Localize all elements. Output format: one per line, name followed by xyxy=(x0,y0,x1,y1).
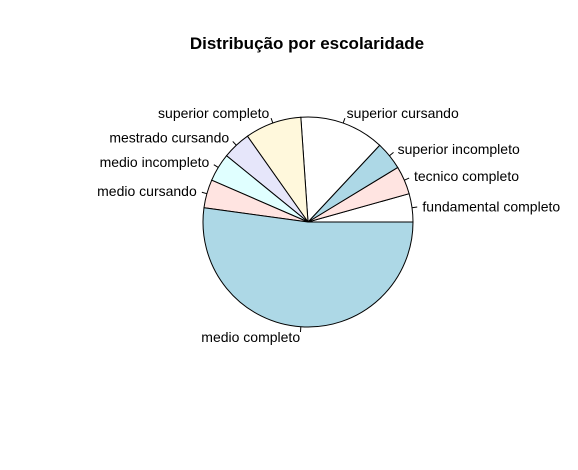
pie-label-tecnico-completo: tecnico completo xyxy=(414,168,519,184)
pie-label-fundamental-completo: fundamental completo xyxy=(422,198,560,214)
pie-tick-medio-cursando xyxy=(202,192,207,193)
pie-tick-superior-completo xyxy=(271,118,273,123)
pie-slices xyxy=(203,117,413,327)
pie-label-superior-incompleto: superior incompleto xyxy=(398,141,520,157)
pie-label-medio-incompleto: medio incompleto xyxy=(100,154,210,170)
pie-slice-medio-completo xyxy=(203,208,413,327)
pie-label-superior-cursando: superior cursando xyxy=(347,105,459,121)
pie-tick-superior-incompleto xyxy=(389,152,393,155)
pie-tick-tecnico-completo xyxy=(404,178,409,180)
pie-label-superior-completo: superior completo xyxy=(158,105,269,121)
pie-label-mestrado-cursando: mestrado cursando xyxy=(109,130,229,146)
pie-tick-medio-incompleto xyxy=(214,165,218,168)
pie-tick-superior-cursando xyxy=(343,118,345,123)
pie-label-medio-completo: medio completo xyxy=(201,329,300,345)
chart-title: Distribução por escolaridade xyxy=(190,34,424,53)
pie-label-medio-cursando: medio cursando xyxy=(97,183,197,199)
pie-tick-mestrado-cursando xyxy=(233,141,237,145)
pie-tick-fundamental-completo xyxy=(412,207,417,208)
